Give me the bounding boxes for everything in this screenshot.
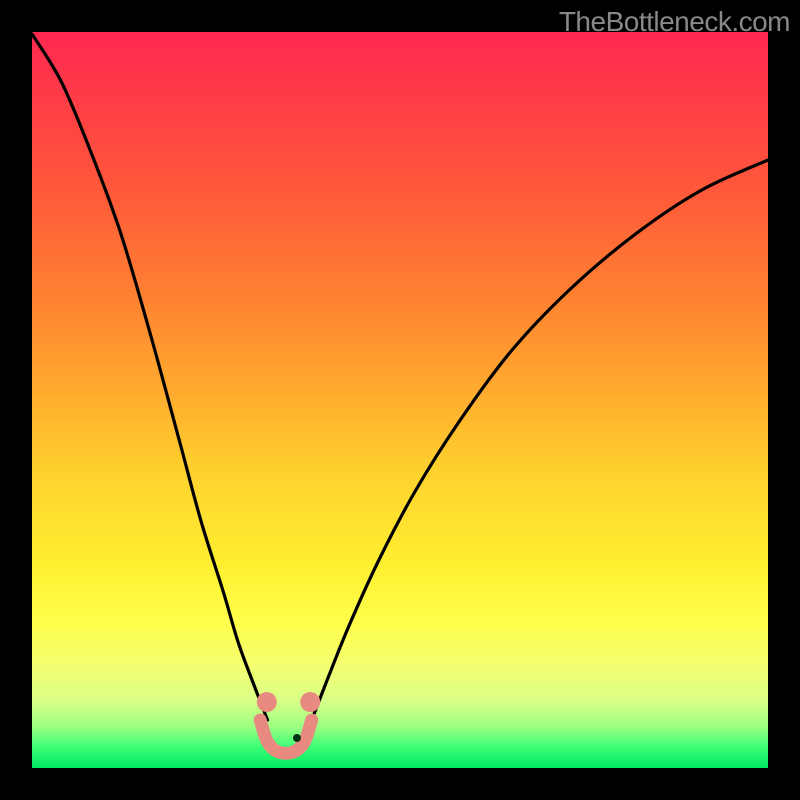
plot-area (32, 32, 768, 768)
transition-center-dot (293, 734, 301, 742)
transition-dot-right (300, 692, 320, 712)
watermark-text: TheBottleneck.com (559, 6, 790, 38)
transition-u-marker (260, 720, 312, 753)
curve-layer (32, 32, 768, 768)
transition-dot-left (257, 692, 277, 712)
curve-left-branch (32, 34, 268, 720)
chart-container: TheBottleneck.com (0, 0, 800, 800)
curve-right-branch (312, 160, 768, 720)
